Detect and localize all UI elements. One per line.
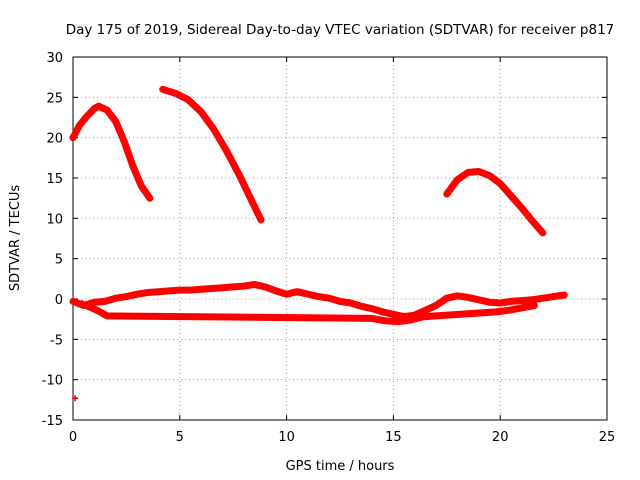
x-tick-label: 20 [492,430,509,445]
data-point [81,301,88,308]
x-tick-label: 25 [599,430,616,445]
data-point [162,87,169,94]
data-point [146,195,153,202]
x-axis-label: GPS time / hours [286,459,395,474]
data-points [69,85,568,402]
data-point [159,86,166,93]
plot-frame [72,56,608,421]
y-tick-label: 30 [46,51,63,66]
y-tick-label: 20 [46,132,63,147]
x-tick-label: 0 [69,430,77,445]
data-point [531,302,538,309]
y-tick-label: -5 [50,333,63,348]
y-tick-label: -15 [42,414,63,429]
data-point [539,229,546,236]
x-tick-label: 5 [176,430,184,445]
data-point [84,302,91,309]
data-point [413,315,420,322]
y-tick-labels: -15 -10 -5 0 5 10 15 20 25 30 [42,51,63,429]
data-point [169,89,176,96]
y-axis-label: SDTVAR / TECUs [8,185,23,292]
y-tick-label: 0 [55,293,63,308]
y-tick-label: 15 [46,172,63,187]
data-point [561,291,568,298]
axis-ticks [72,56,608,421]
chart-title: Day 175 of 2019, Sidereal Day-to-day VTE… [66,22,615,38]
x-tick-labels: 0 5 10 15 20 25 [69,430,615,445]
y-tick-label: -10 [42,374,63,389]
data-point [257,216,264,223]
data-point [410,316,417,323]
y-tick-label: 25 [46,91,63,106]
x-tick-label: 15 [385,430,402,445]
data-point [166,88,173,95]
data-point [407,316,414,323]
data-point [417,314,424,321]
y-tick-label: 5 [55,253,63,268]
data-point [78,300,85,307]
data-point [72,395,79,402]
y-tick-label: 10 [46,212,63,227]
x-tick-label: 10 [278,430,295,445]
